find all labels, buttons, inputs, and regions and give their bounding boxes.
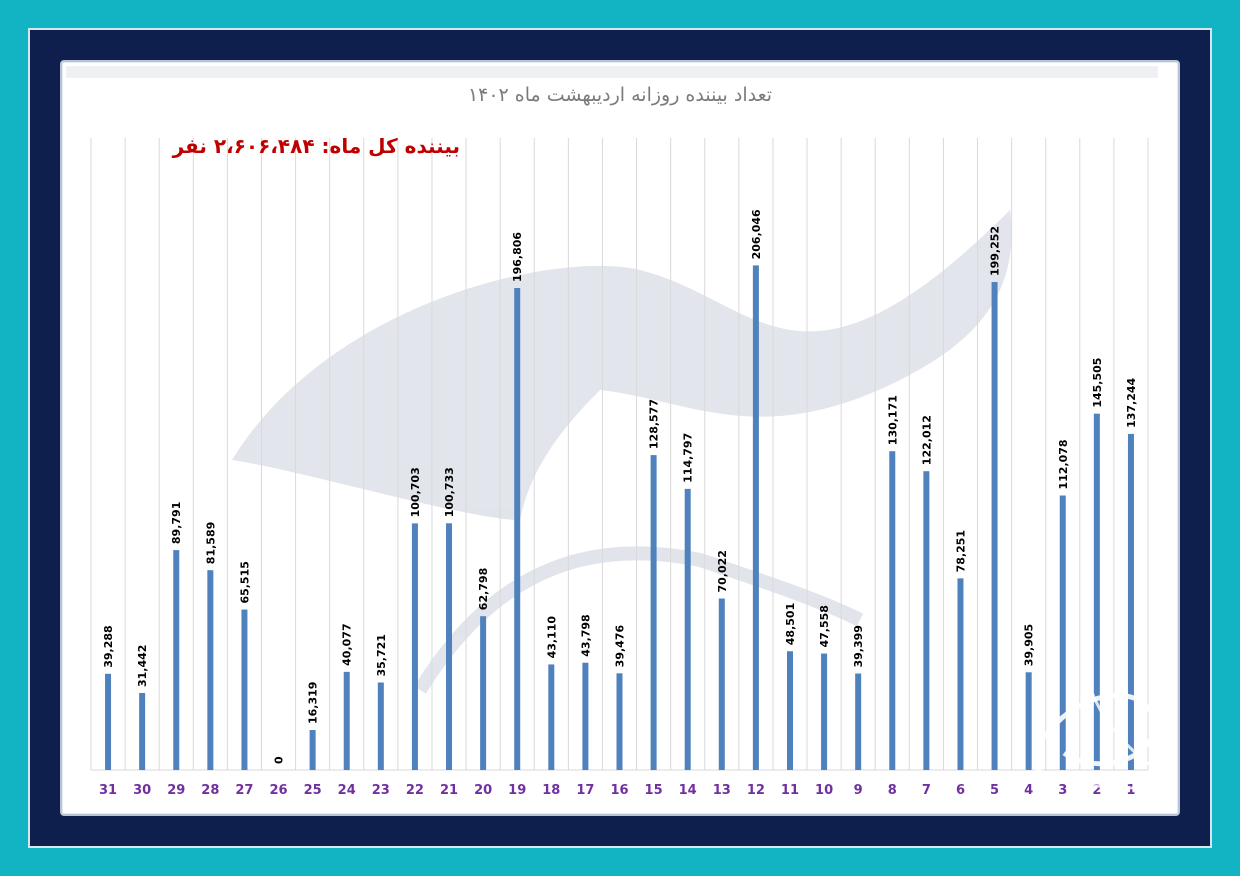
category-label-25: 25 — [304, 783, 322, 798]
data-label-day-27: 65,515 — [238, 561, 251, 603]
bar-day-9 — [855, 673, 862, 770]
data-label-day-18: 43,110 — [545, 616, 558, 659]
category-label-17: 17 — [576, 783, 594, 798]
data-label-day-30: 31,442 — [136, 645, 149, 687]
category-label-20: 20 — [474, 783, 492, 798]
category-label-12: 12 — [747, 783, 765, 798]
category-label-30: 30 — [133, 783, 151, 798]
category-label-22: 22 — [406, 783, 424, 798]
category-label-9: 9 — [854, 783, 863, 798]
bar-day-5 — [991, 282, 998, 770]
chart-panel-header-strip — [66, 66, 1158, 78]
category-label-3: 3 — [1058, 783, 1067, 798]
data-label-day-7: 122,012 — [920, 415, 933, 465]
bar-day-16 — [616, 673, 623, 770]
category-label-16: 16 — [610, 783, 628, 798]
category-label-26: 26 — [269, 783, 287, 798]
category-label-24: 24 — [338, 783, 356, 798]
bar-day-11 — [786, 651, 793, 770]
data-label-day-29: 89,791 — [170, 502, 183, 544]
data-label-day-16: 39,476 — [614, 625, 627, 668]
category-label-11: 11 — [781, 783, 799, 798]
category-label-6: 6 — [956, 783, 965, 798]
bar-day-29 — [173, 550, 180, 770]
bar-day-10 — [821, 653, 828, 770]
data-label-day-15: 128,577 — [648, 399, 661, 449]
category-label-19: 19 — [508, 783, 526, 798]
bar-day-21 — [446, 523, 453, 770]
bar-day-25 — [309, 730, 316, 770]
bar-day-4 — [1025, 672, 1032, 770]
watermark-logo — [232, 210, 1012, 694]
data-label-day-24: 40,077 — [341, 623, 354, 665]
data-label-day-25: 16,319 — [307, 682, 320, 724]
bar-day-1 — [1127, 433, 1134, 770]
bar-day-28 — [207, 570, 214, 770]
data-label-day-1: 137,244 — [1125, 377, 1138, 427]
category-label-27: 27 — [235, 783, 253, 798]
data-label-day-9: 39,399 — [852, 625, 865, 667]
data-label-day-20: 62,798 — [477, 568, 490, 610]
bar-day-3 — [1059, 495, 1066, 770]
data-label-day-5: 199,252 — [989, 226, 1002, 276]
bar-day-23 — [377, 682, 384, 770]
data-label-day-23: 35,721 — [375, 634, 388, 676]
data-label-day-14: 114,797 — [682, 433, 695, 483]
category-label-14: 14 — [679, 783, 697, 798]
bar-day-6 — [957, 578, 964, 770]
category-label-23: 23 — [372, 783, 390, 798]
data-label-day-21: 100,733 — [443, 467, 456, 517]
category-label-18: 18 — [542, 783, 560, 798]
category-label-21: 21 — [440, 783, 458, 798]
category-label-31: 31 — [99, 783, 117, 798]
data-label-day-26: 0 — [273, 756, 286, 764]
category-label-13: 13 — [713, 783, 731, 798]
bar-day-14 — [684, 488, 691, 770]
bar-day-22 — [411, 523, 418, 770]
bar-day-13 — [718, 598, 725, 770]
bar-day-18 — [548, 664, 555, 770]
data-label-day-4: 39,905 — [1023, 624, 1036, 666]
bar-day-30 — [139, 692, 146, 770]
category-label-8: 8 — [888, 783, 897, 798]
category-label-4: 4 — [1024, 783, 1033, 798]
data-label-day-10: 47,558 — [818, 605, 831, 647]
bar-day-12 — [752, 265, 759, 770]
category-label-15: 15 — [645, 783, 663, 798]
data-label-day-19: 196,806 — [511, 232, 524, 282]
category-label-5: 5 — [990, 783, 999, 798]
bar-day-8 — [889, 451, 896, 770]
bar-day-19 — [514, 288, 521, 770]
data-label-day-22: 100,703 — [409, 467, 422, 517]
chart-subtitle-total: بیننده کل ماه: ۲،۶۰۶،۴۸۴ نفر — [172, 134, 460, 158]
category-label-29: 29 — [167, 783, 185, 798]
data-label-day-11: 48,501 — [784, 603, 797, 645]
bar-day-31 — [105, 673, 112, 770]
data-label-day-17: 43,798 — [579, 614, 592, 656]
chart-title: تعداد بیننده روزانه اردیبهشت ماه ۱۴۰۲ — [467, 84, 773, 106]
data-label-day-6: 78,251 — [954, 530, 967, 572]
bar-day-2 — [1093, 413, 1100, 770]
data-label-day-28: 81,589 — [204, 522, 217, 564]
bar-day-17 — [582, 662, 589, 770]
data-label-day-13: 70,022 — [716, 550, 729, 592]
corner-logo — [1033, 667, 1170, 790]
data-label-day-12: 206,046 — [750, 209, 763, 259]
category-label-1: 1 — [1126, 783, 1135, 798]
category-label-28: 28 — [201, 783, 219, 798]
bar-day-15 — [650, 455, 657, 770]
data-label-day-8: 130,171 — [886, 395, 899, 445]
bar-day-7 — [923, 471, 930, 770]
data-label-day-31: 39,288 — [102, 625, 115, 667]
bar-day-27 — [241, 609, 248, 770]
bar-day-24 — [343, 671, 350, 770]
bar-day-20 — [480, 616, 487, 770]
data-label-day-2: 145,505 — [1091, 358, 1104, 408]
category-label-10: 10 — [815, 783, 833, 798]
data-label-day-3: 112,078 — [1057, 439, 1070, 489]
category-label-7: 7 — [922, 783, 931, 798]
category-label-2: 2 — [1092, 783, 1101, 798]
